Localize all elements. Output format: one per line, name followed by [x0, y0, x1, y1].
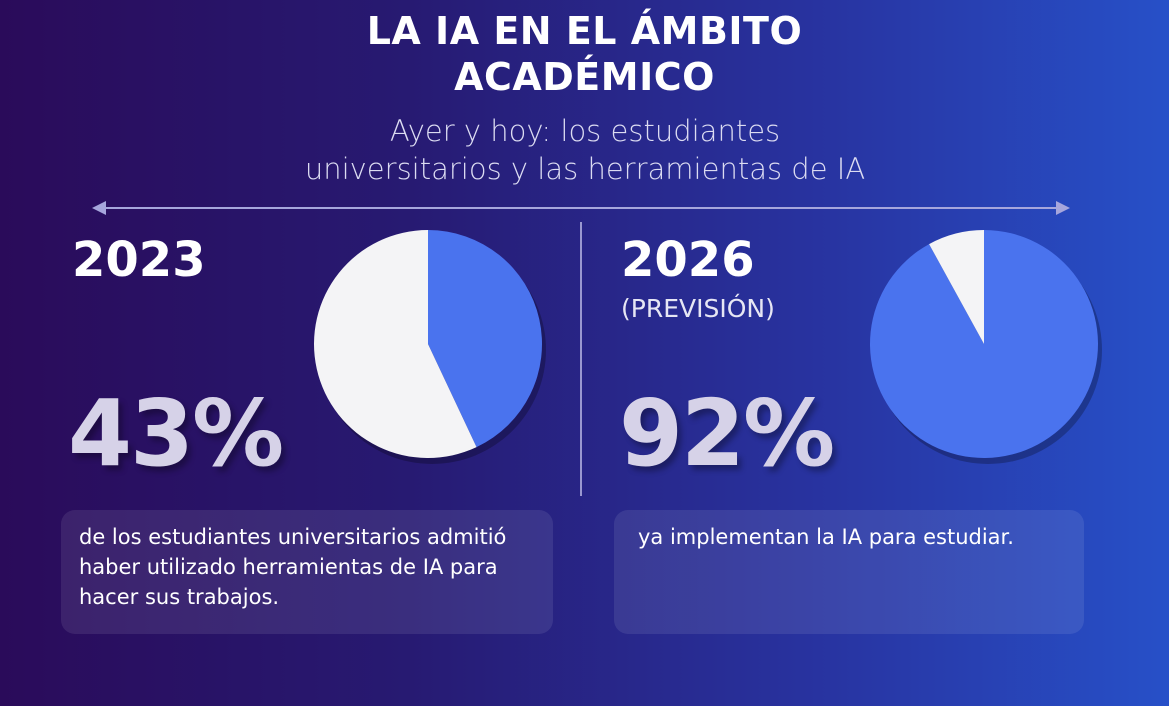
- title-line-2: ACADÉMICO: [454, 55, 715, 99]
- pie-slice-others: [929, 230, 984, 344]
- pie-chart-2023: [314, 230, 546, 464]
- arrow-right-icon: [1056, 201, 1070, 215]
- title-line-1: LA IA EN EL ÁMBITO: [366, 9, 803, 53]
- year-2026: 2026: [621, 232, 755, 288]
- subtitle-line-2: universitarios y las herramientas de IA: [304, 152, 866, 186]
- pie-chart-2026: [870, 230, 1102, 464]
- divider: [580, 222, 582, 496]
- percent-2026: 92%: [619, 380, 835, 487]
- subtitle: Ayer y hoy: los estudiantes universitari…: [0, 112, 1169, 188]
- description-2023: de los estudiantes universitarios admiti…: [79, 525, 507, 609]
- percent-2023: 43%: [68, 380, 284, 487]
- year-2023: 2023: [72, 232, 206, 288]
- subtitle-line-1: Ayer y hoy: los estudiantes: [389, 114, 781, 148]
- description-box-2026: ya implementan la IA para estudiar.: [614, 510, 1084, 634]
- pie-slice-ai-users: [428, 230, 542, 448]
- timeline-arrow: [92, 201, 1070, 215]
- page-title: LA IA EN EL ÁMBITO ACADÉMICO: [0, 8, 1169, 100]
- pie-slice-others: [314, 230, 477, 458]
- description-2026: ya implementan la IA para estudiar.: [638, 525, 1014, 549]
- arrow-left-icon: [92, 201, 106, 215]
- forecast-label: (PREVISIÓN): [621, 294, 775, 323]
- description-box-2023: de los estudiantes universitarios admiti…: [61, 510, 553, 634]
